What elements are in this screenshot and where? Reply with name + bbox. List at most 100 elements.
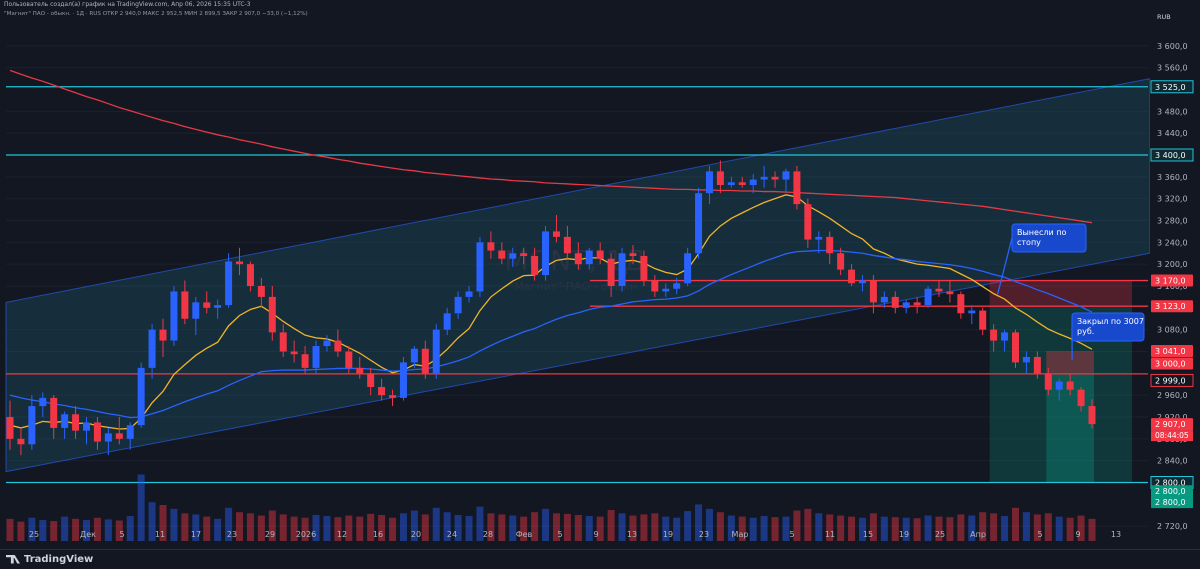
volume-bar — [498, 514, 505, 541]
candle — [105, 433, 112, 441]
volume-bar — [422, 514, 429, 541]
candle — [935, 289, 942, 292]
time-tick: 5 — [557, 530, 562, 539]
price-axis[interactable]: 3 600,03 560,03 480,03 440,03 400,03 360… — [1150, 24, 1200, 548]
candle — [979, 311, 986, 330]
candle — [673, 283, 680, 288]
volume-bar — [280, 514, 287, 541]
candle — [1078, 390, 1085, 406]
time-tick: 25 — [29, 530, 39, 539]
volume-bar — [1045, 513, 1052, 541]
candle — [17, 439, 24, 444]
candle — [1034, 357, 1041, 373]
tradingview-logo[interactable]: TradingView — [6, 554, 93, 565]
volume-bar — [72, 519, 79, 541]
volume-bar — [356, 517, 363, 541]
candle — [138, 368, 145, 425]
candle — [575, 253, 582, 264]
candle — [946, 291, 953, 294]
candle — [400, 362, 407, 397]
volume-bar — [61, 517, 68, 541]
candle — [466, 291, 473, 296]
time-tick: 28 — [483, 530, 493, 539]
price-tick: 3 600,0 — [1157, 42, 1188, 51]
price-tick: 2 840,0 — [1157, 457, 1188, 466]
candle — [629, 253, 636, 256]
candle — [1089, 406, 1096, 424]
candle — [378, 387, 385, 395]
countdown-timer: 08:44:05 — [1155, 431, 1189, 440]
candle — [170, 291, 177, 340]
time-tick: Фев — [516, 530, 533, 539]
level-tag: 3 400,0 — [1155, 151, 1186, 160]
candle — [192, 302, 199, 318]
time-tick: 19 — [663, 530, 673, 539]
price-tick: 3 480,0 — [1157, 107, 1188, 116]
time-tick: 20 — [411, 530, 421, 539]
time-tick: 16 — [373, 530, 383, 539]
candle — [345, 352, 352, 368]
price-tick: 3 240,0 — [1157, 238, 1188, 247]
time-tick: 11 — [155, 530, 165, 539]
volume-bar — [247, 513, 254, 541]
time-tick: 23 — [227, 530, 237, 539]
price-tick: 3 320,0 — [1157, 195, 1188, 204]
volume-bar — [466, 516, 473, 541]
level-tag: 3 170,0 — [1155, 277, 1186, 286]
candle — [236, 261, 243, 264]
volume-bar — [837, 516, 844, 541]
volume-bar — [389, 518, 396, 541]
candle — [520, 253, 527, 256]
candle — [39, 398, 46, 406]
price-tick: 3 440,0 — [1157, 129, 1188, 138]
volume-bar — [782, 517, 789, 541]
volume-bar — [804, 509, 811, 541]
candle — [717, 171, 724, 185]
annotation-text: Закрыл по 3007 — [1077, 317, 1144, 326]
candle — [7, 417, 14, 439]
candle — [553, 231, 560, 236]
volume-bar — [7, 519, 14, 541]
candle — [1045, 373, 1052, 389]
candle — [302, 354, 309, 368]
candle — [94, 422, 101, 441]
volume-bar — [619, 513, 626, 541]
price-tick: 3 080,0 — [1157, 326, 1188, 335]
volume-bar — [433, 508, 440, 541]
price-tag: 3 000,0 — [1155, 360, 1186, 369]
volume-bar — [673, 518, 680, 541]
candle — [509, 253, 516, 258]
volume-bar — [17, 522, 24, 541]
volume-bar — [138, 475, 145, 541]
candle — [291, 352, 298, 355]
volume-bar — [1023, 512, 1030, 541]
volume-bar — [1089, 519, 1096, 541]
candle — [837, 253, 844, 269]
candle — [127, 425, 134, 439]
volume-bar — [203, 517, 210, 541]
annotation-text: Вынесли по — [1017, 228, 1066, 237]
candle — [455, 297, 462, 313]
candle — [990, 330, 997, 341]
candle — [258, 286, 265, 297]
time-tick: 5 — [789, 530, 794, 539]
candle — [116, 433, 123, 438]
candle — [782, 171, 789, 179]
price-tag: 3 041,0 — [1155, 347, 1186, 356]
candle — [28, 406, 35, 444]
volume-bar — [925, 516, 932, 541]
candle — [793, 171, 800, 204]
time-tick: 15 — [863, 530, 873, 539]
volume-bar — [564, 514, 571, 541]
volume-bar — [1012, 508, 1019, 541]
candle — [608, 259, 615, 286]
candle — [367, 373, 374, 387]
candle — [542, 231, 549, 275]
volume-bar — [750, 518, 757, 541]
tradingview-icon — [6, 555, 20, 564]
price-tick: 3 360,0 — [1157, 173, 1188, 182]
time-tick: 2026 — [296, 530, 316, 539]
volume-bar — [990, 513, 997, 541]
